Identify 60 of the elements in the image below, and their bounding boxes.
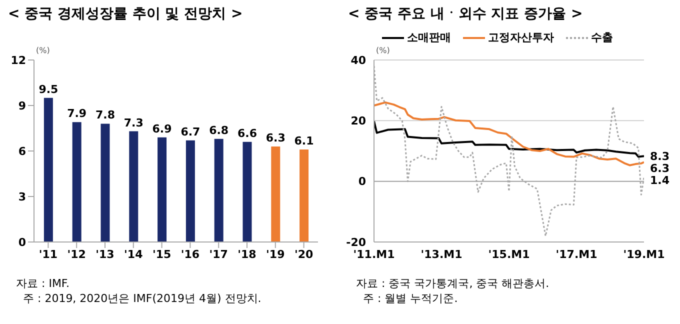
legend-label: 고정자산투자 [487, 30, 554, 45]
data-label: 7.8 [95, 108, 115, 122]
bar [271, 146, 280, 242]
x-tick-label: '19.M1 [623, 248, 665, 261]
y-tick-label: 6 [18, 144, 26, 158]
legend-label: 소매판매 [406, 30, 451, 45]
data-label: 7.9 [67, 107, 87, 120]
bar [186, 140, 195, 242]
bar [72, 122, 82, 242]
y-tick-label: 3 [18, 190, 26, 204]
x-tick-label: '18 [238, 248, 256, 261]
data-label: 6.3 [650, 162, 670, 176]
x-tick-label: '15 [152, 248, 172, 261]
data-label: 6.7 [180, 125, 200, 138]
bar [129, 131, 138, 242]
data-label: 7.3 [124, 116, 144, 130]
text: 주 : 월별 누적기준. [362, 291, 459, 306]
y-axis-title: (%) [376, 46, 390, 55]
x-tick-label: '11 [38, 248, 58, 261]
y-tick-label: -20 [346, 236, 366, 249]
data-label: 8.3 [650, 150, 670, 164]
chart-title: < 중국 경제성장률 추이 및 전망치 > [7, 5, 244, 24]
bar [214, 138, 224, 242]
chart-title: < 중국 주요 내ㆍ외수 지표 증가율 > [347, 5, 584, 24]
x-tick-label: '17.M1 [556, 248, 598, 261]
x-tick-label: '20 [294, 248, 314, 261]
x-tick-label: '13.M1 [420, 248, 462, 261]
bar [44, 98, 53, 242]
y-tick-label: 20 [350, 114, 366, 128]
text: 주 : 2019, 2020년은 IMF(2019년 4월) 전망치. [22, 291, 262, 306]
x-tick-label: '12 [67, 248, 86, 261]
bar [100, 124, 110, 242]
line-series [374, 120, 644, 158]
y-tick-label: 0 [18, 236, 26, 249]
data-label: 6.8 [209, 124, 229, 137]
legend-label: 수출 [590, 30, 613, 45]
data-label: 6.9 [152, 122, 172, 136]
data-label: 6.1 [294, 134, 314, 148]
data-label: 9.5 [38, 82, 58, 96]
x-tick-label: '16 [180, 248, 200, 261]
bar [300, 149, 309, 242]
bar [158, 137, 167, 242]
y-axis-title: (%) [36, 46, 50, 55]
x-tick-label: '13 [96, 248, 114, 261]
y-tick-label: 0 [358, 175, 366, 188]
text: 자료 : IMF. [16, 276, 70, 291]
data-label: 6.6 [237, 126, 258, 140]
x-tick-label: '17 [209, 248, 228, 261]
x-tick-label: '15.M1 [488, 248, 530, 261]
data-label: 6.3 [266, 131, 286, 144]
bar [242, 142, 252, 242]
data-label: 1.4 [650, 174, 670, 188]
x-tick-label: '11.M1 [353, 248, 395, 261]
x-tick-label: '14 [124, 248, 144, 261]
y-tick-label: 12 [10, 54, 26, 67]
x-tick-label: '19 [266, 248, 285, 261]
y-tick-label: 9 [18, 99, 26, 112]
line-series [374, 101, 644, 166]
text: 자료 : 중국 국가통계국, 중국 해관총서. [356, 276, 550, 291]
y-tick-label: 40 [350, 54, 366, 67]
